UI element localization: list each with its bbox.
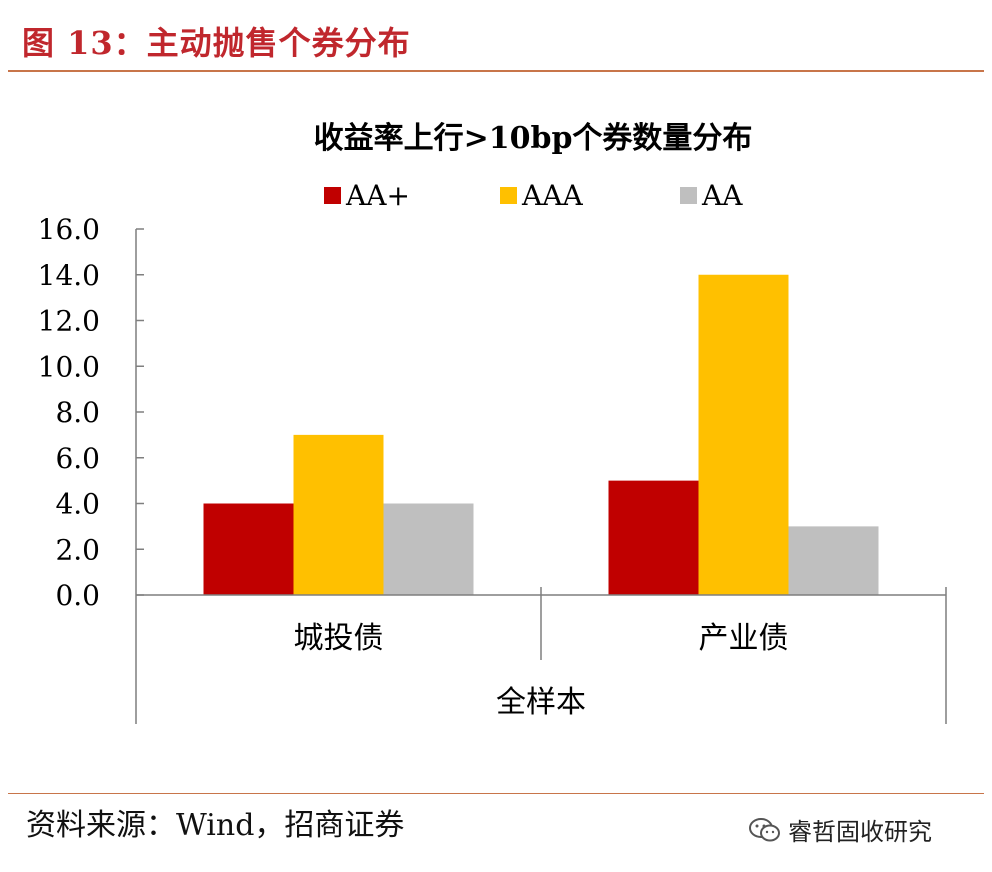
bars bbox=[203, 274, 879, 595]
legend: AA+ AAA AA bbox=[324, 179, 743, 212]
bar-aa-plus-0 bbox=[203, 503, 294, 595]
y-tick-label: 16.0 bbox=[38, 213, 100, 246]
legend-label: AA bbox=[701, 179, 743, 212]
source-note: 资料来源：Wind，招商证券 bbox=[26, 808, 405, 843]
figure-title: 图 13：主动抛售个券分布 bbox=[22, 24, 411, 62]
y-tick-label: 12.0 bbox=[38, 305, 100, 338]
y-tick-label: 14.0 bbox=[38, 259, 100, 292]
y-axis: 0.0 2.0 4.0 6.0 8.0 10.0 12.0 14.0 16.0 bbox=[38, 213, 144, 612]
bar-aaa-1 bbox=[698, 274, 789, 595]
y-tick-label: 0.0 bbox=[55, 579, 100, 612]
x-tick-label: 产业债 bbox=[699, 621, 789, 656]
x-group-label: 全样本 bbox=[496, 685, 586, 720]
chart-title: 收益率上行>10bp个券数量分布 bbox=[314, 121, 753, 156]
bar-chart: 收益率上行>10bp个券数量分布 AA+ AAA AA 0.02.04.06.08.… bbox=[38, 121, 947, 724]
y-tick-label: 10.0 bbox=[38, 350, 100, 383]
legend-swatch bbox=[324, 187, 341, 204]
legend-label: AA+ bbox=[345, 179, 410, 212]
bar-aa-0 bbox=[383, 503, 474, 595]
y-tick-label: 4.0 bbox=[55, 488, 100, 521]
bottom-divider bbox=[8, 793, 984, 794]
x-tick-label: 城投债 bbox=[294, 621, 384, 656]
watermark: 睿哲固收研究 bbox=[748, 812, 932, 847]
wechat-icon bbox=[749, 817, 780, 841]
top-divider bbox=[8, 70, 984, 72]
bar-aaa-0 bbox=[293, 434, 384, 595]
bar-aa-plus-1 bbox=[608, 480, 699, 595]
watermark-text: 睿哲固收研究 bbox=[788, 818, 932, 846]
legend-swatch bbox=[680, 187, 697, 204]
legend-label: AAA bbox=[521, 179, 583, 212]
y-tick-label: 8.0 bbox=[55, 396, 100, 429]
bar-aa-1 bbox=[788, 526, 879, 595]
y-tick-label: 2.0 bbox=[55, 533, 100, 566]
y-tick-label: 6.0 bbox=[55, 442, 100, 475]
legend-swatch bbox=[500, 187, 517, 204]
